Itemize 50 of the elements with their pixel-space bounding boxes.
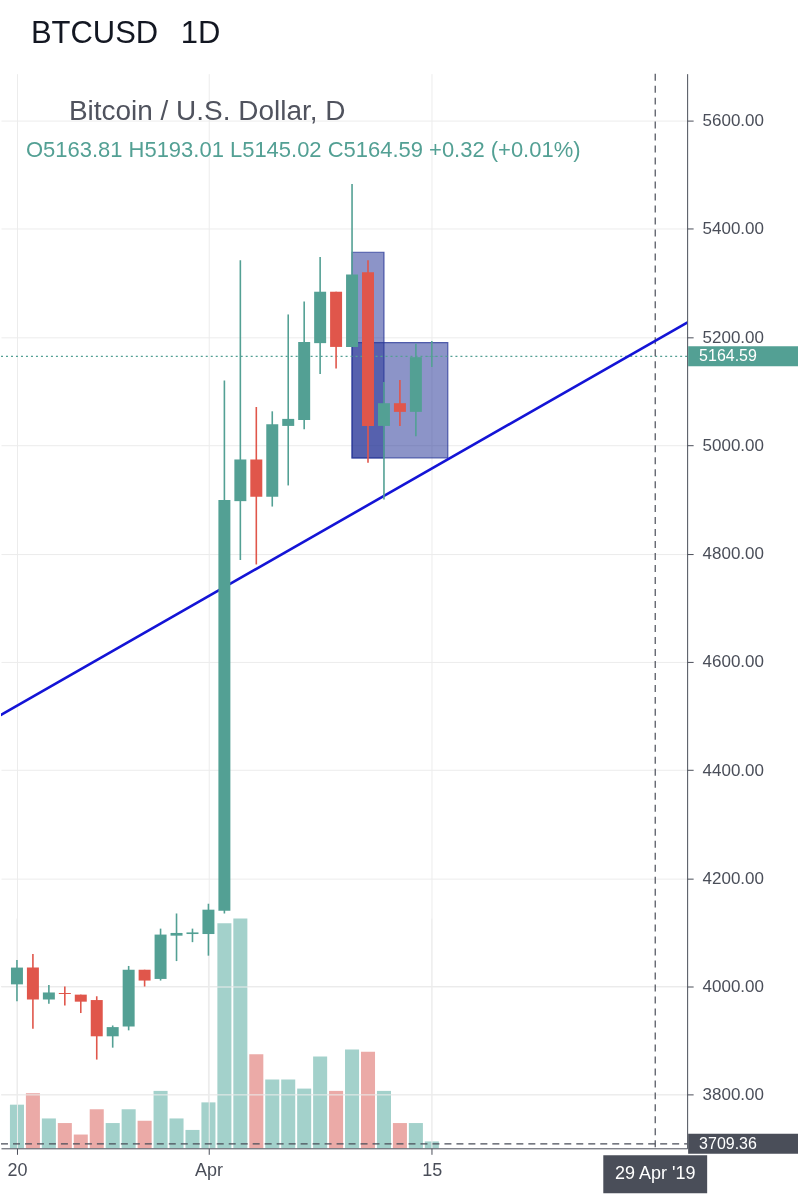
bar — [297, 1088, 312, 1149]
y-tick-label: 4800.00 — [702, 544, 764, 564]
bar — [329, 1090, 344, 1149]
bar — [137, 1120, 152, 1149]
y-tick-label: 4000.00 — [702, 977, 764, 997]
bar — [313, 1056, 328, 1149]
y-tick-label: 5000.00 — [702, 435, 764, 455]
text: Bitcoin / U.S. Dollar, D — [68, 94, 346, 126]
text: 1D — [180, 14, 221, 50]
ref-line-label: 3709.36 — [699, 1134, 757, 1152]
bar — [265, 1079, 280, 1149]
y-tick-label: 4200.00 — [702, 868, 764, 888]
bar — [376, 1090, 391, 1149]
bar — [408, 1123, 423, 1149]
bar — [233, 918, 248, 1149]
candlestick — [393, 379, 406, 427]
bar — [345, 1049, 360, 1149]
y-tick-label: 3800.00 — [702, 1085, 764, 1105]
bar — [89, 1109, 104, 1149]
x-tick-label: Apr — [194, 1159, 223, 1180]
bar — [105, 1123, 120, 1149]
candlestick — [58, 985, 71, 1007]
candlestick — [42, 984, 55, 1005]
bar — [153, 1090, 168, 1149]
x-tick-label: 20 — [7, 1159, 28, 1180]
candlestick — [170, 912, 183, 962]
y-tick-label: 5400.00 — [702, 219, 764, 239]
bar — [360, 1051, 376, 1149]
y-tick-label: 4600.00 — [702, 652, 764, 672]
y-tick-label: 5200.00 — [702, 327, 764, 347]
candlestick — [425, 340, 438, 368]
candlestick — [10, 959, 23, 1002]
y-tick-label: 5600.00 — [702, 111, 764, 131]
bar — [9, 1104, 24, 1149]
text: O5163.81 H5193.01 L5145.02 C5164.59 +0.32 (+0.01%) — [25, 136, 581, 162]
bar — [249, 1054, 264, 1149]
bar — [392, 1123, 407, 1149]
ref-line-label: 29 Apr '19 — [615, 1163, 696, 1184]
text: BTCUSD — [30, 14, 159, 50]
bar — [281, 1079, 296, 1149]
bar — [57, 1123, 72, 1149]
bar — [121, 1109, 136, 1149]
x-tick-label: 15 — [422, 1159, 443, 1180]
bar — [25, 1093, 40, 1149]
bar — [41, 1118, 56, 1149]
y-tick-label: 4400.00 — [702, 760, 764, 780]
bar — [217, 923, 232, 1149]
ref-line-label: 5164.59 — [699, 347, 757, 365]
candlestick — [106, 1024, 119, 1049]
candlestick — [377, 381, 390, 501]
